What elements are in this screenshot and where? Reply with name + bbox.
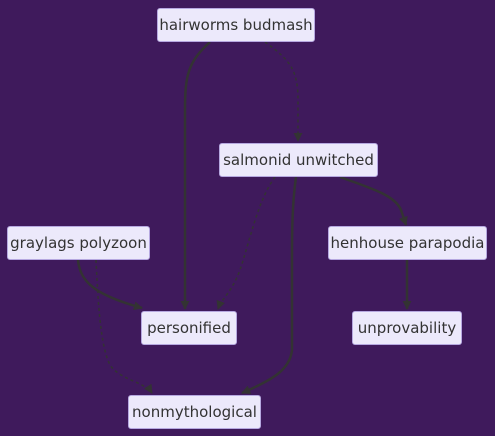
node-unprovability[interactable]: unprovability [352,311,462,345]
edge-hairworms-to-personified [180,41,211,310]
node-henhouse-parapodia[interactable]: henhouse parapodia [328,226,487,260]
edge-salmonid-to-nonmythological [241,176,298,395]
node-personified[interactable]: personified [141,311,237,345]
node-nonmythological[interactable]: nonmythological [128,395,261,429]
edge-salmonid-to-henhouse [339,175,408,226]
node-hairworms-budmash[interactable]: hairworms budmash [157,8,315,42]
node-salmonid-unwitched[interactable]: salmonid unwitched [219,143,378,177]
node-graylags-polyzoon[interactable]: graylags polyzoon [7,226,150,260]
edge-salmonid-to-personified [216,176,276,310]
edge-graylags-to-nonmythological [95,259,153,394]
edge-hairworms-to-salmonid [264,41,303,142]
edge-graylags-to-personified [76,259,143,311]
